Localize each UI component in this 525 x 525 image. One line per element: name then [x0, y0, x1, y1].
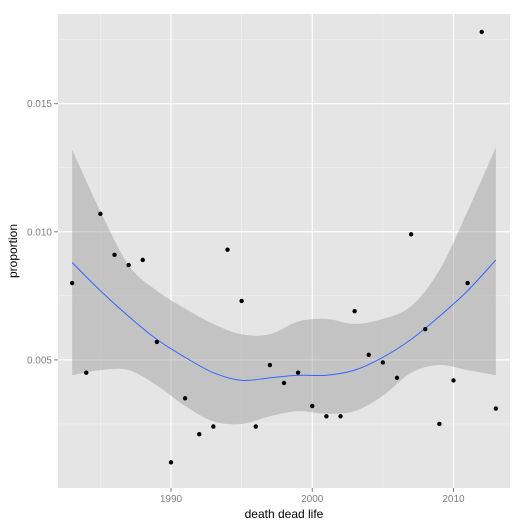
data-point	[310, 403, 315, 409]
data-point	[197, 431, 202, 437]
y-tick-label: 0.010	[27, 227, 52, 238]
major-gridlines	[58, 14, 510, 488]
x-tick-label: 2000	[301, 494, 324, 505]
data-point	[295, 370, 301, 375]
data-point	[140, 257, 145, 263]
y-tick-label: 0.015	[27, 99, 52, 110]
data-point	[465, 280, 470, 286]
data-point	[168, 460, 174, 465]
data-point	[394, 375, 400, 381]
data-point	[281, 380, 287, 386]
data-point	[211, 424, 216, 429]
minor-gridlines	[58, 14, 510, 488]
y-axis-title: proportion	[6, 224, 20, 278]
data-point	[126, 262, 131, 268]
data-point	[112, 252, 117, 258]
data-point	[69, 280, 75, 286]
data-point	[423, 326, 428, 332]
x-tick-label: 1990	[160, 494, 183, 505]
data-point	[84, 370, 89, 375]
data-point	[451, 378, 456, 383]
data-point	[239, 298, 244, 304]
data-point	[352, 309, 357, 314]
plot-panel	[58, 14, 510, 488]
x-axis-title: death dead life	[245, 507, 324, 521]
data-point	[479, 29, 484, 35]
data-point	[338, 414, 343, 419]
data-point	[408, 232, 414, 237]
data-point	[493, 406, 499, 411]
y-axis-ticks: 0.005 0.010 0.015	[27, 99, 58, 366]
data-point	[225, 247, 230, 252]
data-point	[366, 352, 371, 357]
data-point	[253, 424, 258, 429]
data-point	[324, 414, 329, 419]
data-point	[267, 362, 273, 368]
data-point	[437, 421, 442, 427]
data-point	[182, 396, 188, 401]
x-tick-label: 2010	[442, 494, 465, 505]
data-point	[98, 211, 103, 217]
data-point	[380, 360, 386, 365]
y-tick-label: 0.005	[27, 355, 52, 366]
data-point	[154, 339, 160, 345]
data-points	[69, 29, 499, 465]
x-axis-ticks: 1990 2000 2010	[160, 488, 465, 505]
confidence-band	[72, 147, 496, 425]
